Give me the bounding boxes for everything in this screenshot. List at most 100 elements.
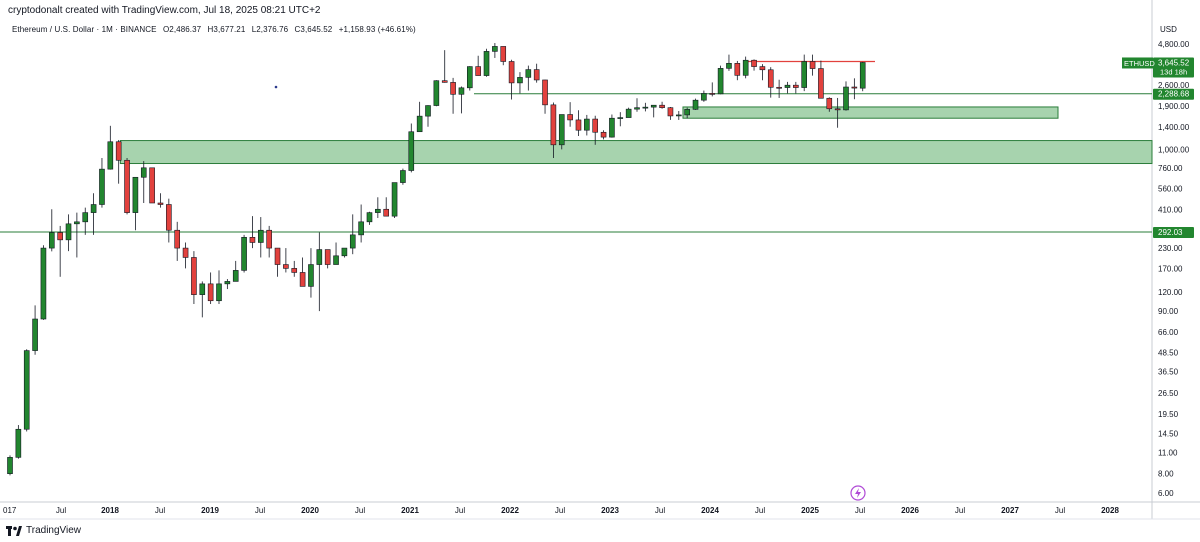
candle-body [48,232,55,249]
time-axis-label: 2023 [601,506,619,515]
candle [40,245,47,320]
candle [492,43,498,58]
candle-body [291,268,298,273]
candle-body [416,115,423,133]
candle [266,225,272,258]
candle-body [508,61,515,84]
candle [542,79,548,114]
price-tick-label: 48.50 [1158,349,1179,358]
candle-body [216,283,222,302]
ohlc-close: C3,645.52 [294,25,333,34]
candle [82,207,89,235]
candle-body [166,204,172,231]
candle [408,123,415,173]
candle [859,61,866,92]
candle [550,102,557,158]
candle [115,139,122,184]
candle-body [224,281,231,285]
candle-body [107,141,114,170]
candle-body [600,131,607,138]
candle [316,232,323,312]
symbol-tag-bg [1122,57,1153,69]
candle [701,90,707,102]
candle-body [558,114,565,146]
brand-name: TradingView [26,525,82,536]
candle [717,65,724,95]
lightning-icon-bolt [855,488,861,498]
candle-body [149,167,155,204]
candle-body [140,167,147,178]
candle [483,48,490,77]
candle-body [7,457,13,474]
candle-body [115,141,122,161]
candle [567,102,573,127]
level-badge-2288-text: 2,288.68 [1158,90,1190,99]
candle-body [550,104,557,146]
candle [291,260,298,277]
candle-body [692,99,699,110]
support-zones [119,106,1153,165]
candle [475,55,481,76]
support-zone [119,140,1153,165]
candle [132,176,139,231]
candle [525,65,532,91]
candle [826,97,833,112]
symbol-info-bar: Ethereum / U.S. Dollar · 1M · BINANCE O2… [12,25,420,34]
candle [274,247,281,277]
level-badge-2288-bg [1153,88,1194,100]
candle-body [333,255,339,265]
candle [308,248,314,298]
candle-body [450,82,456,95]
candle [809,54,816,76]
candle-body [207,283,214,302]
candle [584,114,590,136]
candle-body [767,69,774,88]
candle-body [458,87,465,95]
candle [517,72,523,94]
time-axis-label: Jul [155,506,165,515]
candle-body [182,247,189,258]
candle-body [283,264,289,269]
candle-body [391,182,398,217]
candle-body [257,229,264,243]
candle [592,115,599,145]
price-unit-label: USD [1160,25,1177,34]
candle-body [433,80,440,106]
candle-body [834,108,841,111]
candle [851,78,858,100]
candle-body [793,84,799,88]
candle [224,279,231,290]
price-tick-label: 1,000.00 [1158,145,1190,154]
candle [742,56,749,79]
candle-body [701,93,707,101]
tradingview-brand[interactable]: TradingView [6,525,81,536]
candle-body [726,63,732,69]
symbol-title[interactable]: Ethereum / U.S. Dollar · 1M · BINANCE [12,25,157,34]
candle [166,198,172,243]
candle [241,234,247,273]
price-tick-label: 14.50 [1158,430,1179,439]
current-price-badge-bg [1153,57,1194,78]
candle-body [492,46,498,52]
candle [216,270,222,305]
candle [801,54,808,92]
candle-body [759,66,766,71]
tradingview-logo-icon [6,525,22,536]
time-axis-label: Jul [555,506,565,515]
candle [617,112,624,127]
candle-body [818,68,824,99]
candle [843,81,849,111]
candle-body [74,221,80,225]
candle [466,66,473,91]
candle-body [859,62,866,89]
candle [349,214,356,255]
candle [257,217,264,258]
candle [425,105,431,127]
candle [99,157,105,208]
candle-body [324,249,331,265]
price-tick-label: 11.00 [1158,448,1178,457]
candle-body [625,108,632,118]
current-price-badge-text: 3,645.52 [1158,58,1190,67]
